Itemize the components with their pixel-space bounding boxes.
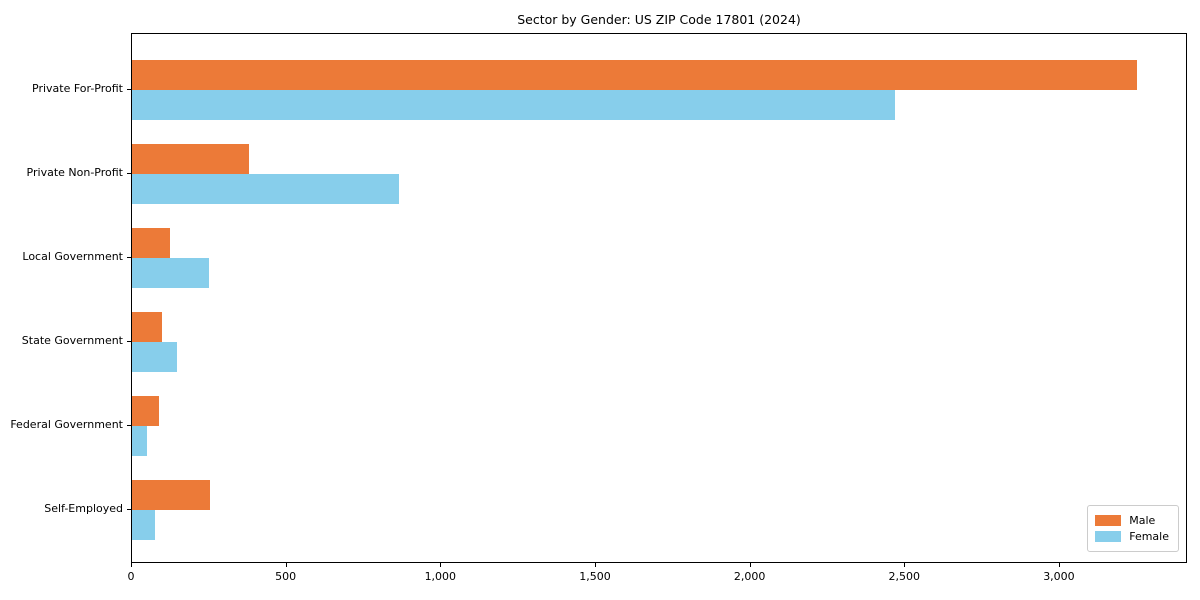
legend-label-female: Female — [1129, 530, 1169, 543]
x-tick-label-1-000: 1,000 — [424, 570, 457, 583]
x-tick-label-3-000: 3,000 — [1043, 570, 1075, 583]
x-tick-mark — [440, 563, 442, 567]
legend-label-male: Male — [1129, 514, 1156, 527]
bar-male-private-non-profit — [132, 144, 249, 174]
x-tick-mark — [904, 563, 906, 567]
legend-entry-female: Female — [1095, 530, 1169, 543]
plot-area: Male Female — [131, 33, 1187, 563]
y-tick-label-private-non-profit: Private Non-Profit — [26, 166, 123, 179]
bar-female-private-for-profit — [132, 90, 895, 120]
x-tick-label-500: 500 — [275, 570, 297, 583]
bar-female-private-non-profit — [132, 174, 400, 204]
chart-title: Sector by Gender: US ZIP Code 17801 (202… — [517, 12, 801, 27]
x-tick-label-0: 0 — [127, 570, 135, 583]
legend-swatch-female — [1095, 531, 1122, 542]
x-tick-label-2-000: 2,000 — [733, 570, 766, 583]
y-tick-label-federal-government: Federal Government — [10, 418, 123, 431]
bar-female-self-employed — [132, 510, 155, 540]
bar-male-federal-government — [132, 396, 159, 426]
y-tick-mark — [127, 509, 131, 510]
y-tick-mark — [127, 425, 131, 426]
x-tick-mark — [594, 563, 596, 567]
x-tick-label-1-500: 1,500 — [579, 570, 611, 583]
y-tick-label-local-government: Local Government — [22, 250, 123, 263]
legend: Male Female — [1087, 505, 1179, 552]
y-tick-mark — [127, 341, 131, 342]
x-tick-mark — [131, 563, 132, 567]
bar-male-self-employed — [132, 480, 210, 510]
y-tick-mark — [127, 89, 131, 90]
bar-female-local-government — [132, 258, 209, 288]
x-tick-label-2-500: 2,500 — [888, 570, 921, 583]
legend-swatch-male — [1095, 515, 1122, 526]
x-tick-mark — [749, 563, 751, 567]
bar-male-state-government — [132, 312, 162, 342]
bar-female-state-government — [132, 342, 177, 372]
x-tick-mark — [285, 563, 287, 567]
y-tick-label-state-government: State Government — [21, 334, 123, 347]
bar-male-local-government — [132, 228, 171, 258]
bar-female-federal-government — [132, 426, 147, 456]
y-tick-mark — [127, 257, 131, 258]
y-tick-label-private-for-profit: Private For-Profit — [32, 82, 123, 95]
x-tick-mark — [1058, 563, 1060, 567]
bar-male-private-for-profit — [132, 60, 1137, 90]
y-tick-mark — [127, 173, 131, 174]
legend-entry-male: Male — [1095, 514, 1169, 527]
y-tick-label-self-employed: Self-Employed — [44, 502, 123, 515]
